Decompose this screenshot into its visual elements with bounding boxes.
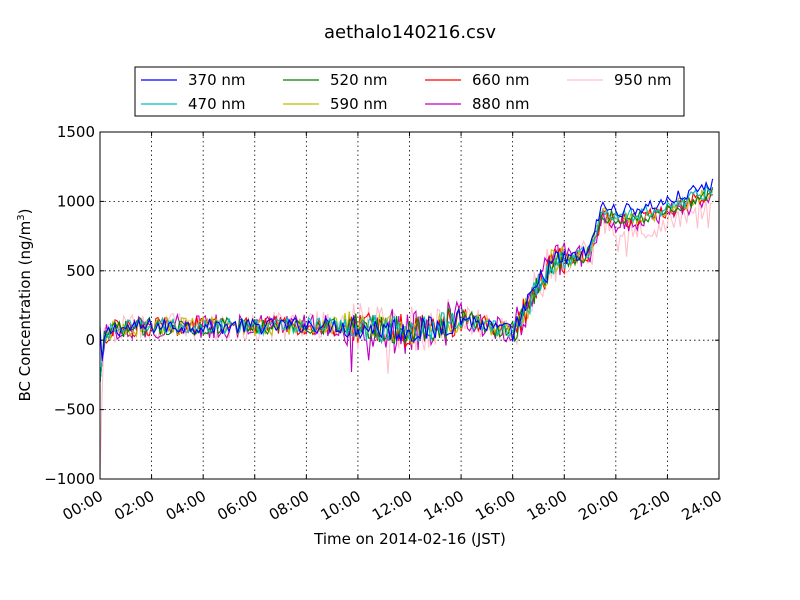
x-tick-label: 20:00 <box>575 487 621 524</box>
axis-ticks <box>99 131 720 480</box>
legend-label: 370 nm <box>188 71 246 89</box>
legend-label: 470 nm <box>188 95 246 113</box>
legend-label: 660 nm <box>472 71 530 89</box>
y-axis-label-end: ) <box>16 209 34 215</box>
x-tick-label: 24:00 <box>679 487 725 524</box>
legend-label: 590 nm <box>330 95 388 113</box>
y-tick-label: −500 <box>54 401 95 419</box>
x-tick-label: 02:00 <box>111 487 157 524</box>
x-tick-label: 12:00 <box>369 487 415 524</box>
x-tick-labels: 00:00 02:00 04:00 06:00 08:00 10:00 12:00 14:00… <box>60 487 725 524</box>
chart-title: aethalo140216.csv <box>324 22 496 43</box>
x-tick-label: 18:00 <box>524 487 570 524</box>
y-axis-label-superscript: 3 <box>16 214 27 220</box>
x-axis-label: Time on 2014-02-16 (JST) <box>313 530 506 548</box>
x-tick-label: 04:00 <box>163 487 209 524</box>
plot-area <box>100 132 719 479</box>
y-axis-label-main: BC Concentration (ng/m <box>16 221 34 402</box>
legend-box <box>134 66 685 117</box>
x-tick-label: 22:00 <box>627 487 673 524</box>
legend-label: 950 nm <box>614 71 672 89</box>
y-tick-label: 0 <box>85 331 95 349</box>
legend-label: 520 nm <box>330 71 388 89</box>
x-tick-label: 06:00 <box>214 487 260 524</box>
x-tick-label: 08:00 <box>266 487 312 524</box>
y-tick-label: 1500 <box>57 123 95 141</box>
y-axis-label: BC Concentration (ng/m3) <box>16 209 34 402</box>
series-lines <box>99 178 714 480</box>
y-tick-labels: −1000 −500 0 500 1000 1500 <box>44 123 95 488</box>
y-tick-label: 500 <box>66 262 95 280</box>
series-line <box>99 178 714 362</box>
grid-lines <box>100 132 719 479</box>
x-tick-label: 16:00 <box>472 487 518 524</box>
x-tick-label: 14:00 <box>421 487 467 524</box>
y-tick-label: 1000 <box>57 192 95 210</box>
x-tick-label: 00:00 <box>60 487 106 524</box>
legend: 370 nm 470 nm 520 nm 590 nm 660 nm 880 nm 950 … <box>134 66 685 117</box>
legend-label: 880 nm <box>472 95 530 113</box>
x-tick-label: 10:00 <box>317 487 363 524</box>
y-tick-label: −1000 <box>44 470 95 488</box>
